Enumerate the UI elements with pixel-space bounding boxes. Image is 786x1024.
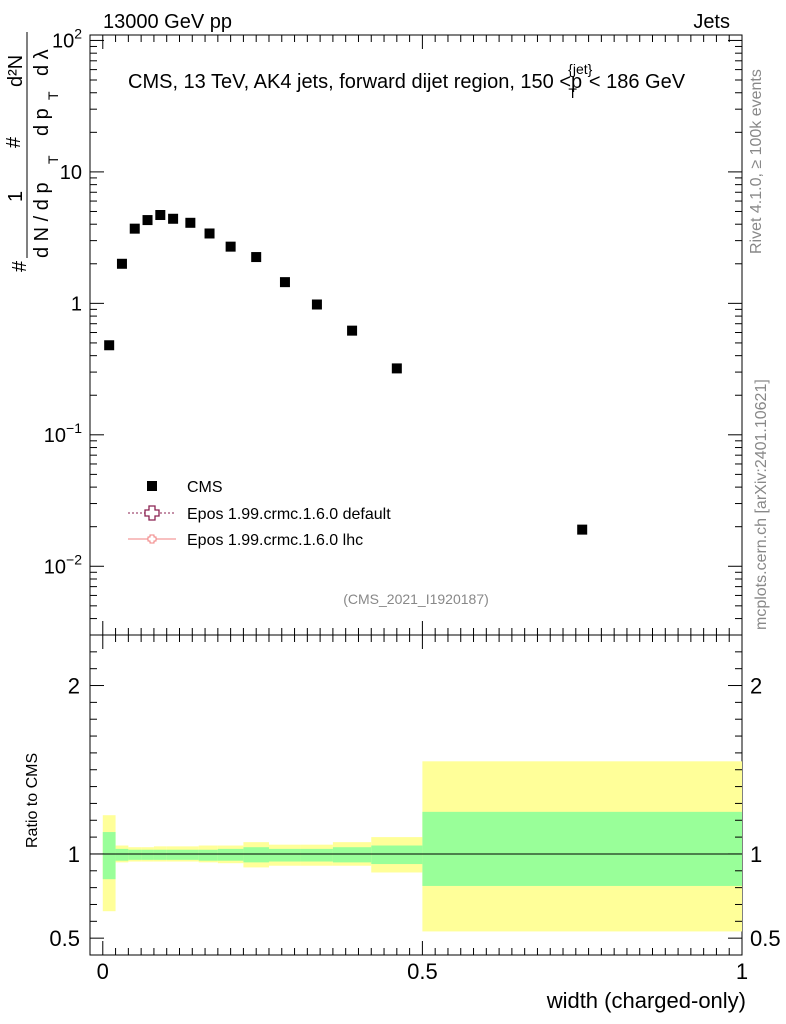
header-category: Jets	[693, 11, 730, 33]
cms-data-point	[116, 258, 127, 269]
ratio-stat-uncertainty-band	[179, 849, 199, 860]
ratio-tick-labels: 0.5 0.51 12 20 0.5 1	[49, 674, 780, 984]
mcplots-reference-label: mcplots.cern.ch [arXiv:2401.10621]	[753, 379, 770, 630]
main-y-tick-label: 10	[60, 162, 82, 184]
ratio-stat-uncertainty-band	[153, 849, 167, 860]
svg-text:d λ: d λ	[31, 49, 53, 76]
legend-epos-default-label: Epos 1.99.crmc.1.6.0 default	[187, 506, 391, 523]
ratio-stat-uncertainty-band	[102, 832, 116, 880]
legend-cms-label: CMS	[187, 479, 223, 496]
plot-title: CMS, 13 TeV, AK4 jets, forward dijet reg…	[128, 61, 686, 101]
cms-data-point	[279, 277, 290, 288]
svg-text:T: T	[45, 91, 61, 100]
ratio-y-tick-label-right: 2	[750, 674, 762, 699]
ratio-y-tick-label: 0.5	[49, 926, 80, 951]
cms-data-point	[577, 524, 588, 535]
cms-data-point	[155, 210, 166, 221]
ratio-stat-uncertainty-band	[198, 849, 218, 861]
ratio-stat-uncertainty-band	[268, 848, 301, 862]
main-y-tick-label: 10−1	[44, 420, 82, 447]
x-tick-label: 0	[97, 959, 109, 984]
cms-data-point	[168, 213, 179, 224]
cms-data-point	[251, 252, 262, 263]
svg-text:T: T	[45, 155, 61, 164]
ratio-stat-uncertainty-band	[422, 811, 742, 886]
x-tick-label: 1	[736, 959, 748, 984]
main-y-tick-label: 102	[52, 25, 82, 52]
svg-text:d²N: d²N	[5, 55, 27, 87]
cms-data-point	[391, 363, 402, 374]
cms-data-point	[185, 217, 196, 228]
ratio-y-axis-label: Ratio to CMS	[24, 753, 41, 848]
main-y-tick-label: 10−2	[44, 551, 82, 578]
svg-text:d p: d p	[31, 108, 53, 136]
cms-data-point	[204, 228, 215, 239]
main-y-axis-label: # 1 d N / d p T # d²N d p T d λ	[3, 32, 61, 272]
header-process: 13000 GeV pp	[103, 11, 232, 33]
rivet-version-label: Rivet 4.1.0, ≥ 100k events	[748, 69, 765, 254]
cms-data-point	[225, 241, 236, 252]
svg-text:#: #	[3, 136, 25, 148]
cms-data-points	[104, 210, 588, 535]
x-axis-label: width (charged-only)	[546, 988, 746, 1013]
ratio-y-tick-label-right: 1	[750, 842, 762, 867]
svg-text:1: 1	[5, 191, 27, 202]
ratio-y-tick-label: 2	[68, 674, 80, 699]
svg-text:#: #	[9, 260, 31, 272]
ratio-axis-ticks	[90, 634, 743, 956]
ratio-stat-uncertainty-band	[128, 849, 142, 860]
ratio-stat-uncertainty-band	[217, 848, 244, 861]
ratio-stat-uncertainty-band	[166, 849, 180, 860]
analysis-watermark: (CMS_2021_I1920187)	[343, 591, 489, 607]
ratio-y-tick-label-right: 0.5	[750, 926, 781, 951]
x-tick-label: 0.5	[407, 959, 438, 984]
main-axis-ticks	[90, 35, 743, 636]
cms-data-point	[311, 299, 322, 310]
ratio-stat-uncertainty-band	[141, 849, 154, 860]
legend-cms-marker	[147, 481, 157, 491]
ratio-stat-uncertainty-band	[332, 847, 372, 863]
cms-data-point	[129, 223, 140, 234]
main-y-tick-label: 1	[71, 293, 82, 315]
legend-epos-default-marker	[144, 505, 160, 521]
ratio-stat-uncertainty-band	[300, 848, 333, 862]
ratio-stat-uncertainty-band	[115, 848, 129, 861]
cms-data-point	[104, 340, 115, 351]
ratio-stat-uncertainty-band	[243, 847, 269, 863]
legend-epos-lhc-label: Epos 1.99.crmc.1.6.0 lhc	[187, 532, 363, 549]
ratio-uncertainty-bands	[102, 761, 742, 932]
main-y-tick-labels: 10−2 10−1 1 10 102	[44, 25, 82, 578]
svg-text:d N / d p: d N / d p	[31, 182, 53, 258]
ratio-stat-uncertainty-band	[371, 845, 423, 865]
cms-data-point	[347, 325, 358, 336]
legend-epos-lhc-marker	[147, 534, 157, 544]
ratio-y-tick-label: 1	[68, 842, 80, 867]
legend: CMS Epos 1.99.crmc.1.6.0 default Epos 1.…	[128, 479, 391, 549]
cms-data-point	[142, 215, 153, 226]
